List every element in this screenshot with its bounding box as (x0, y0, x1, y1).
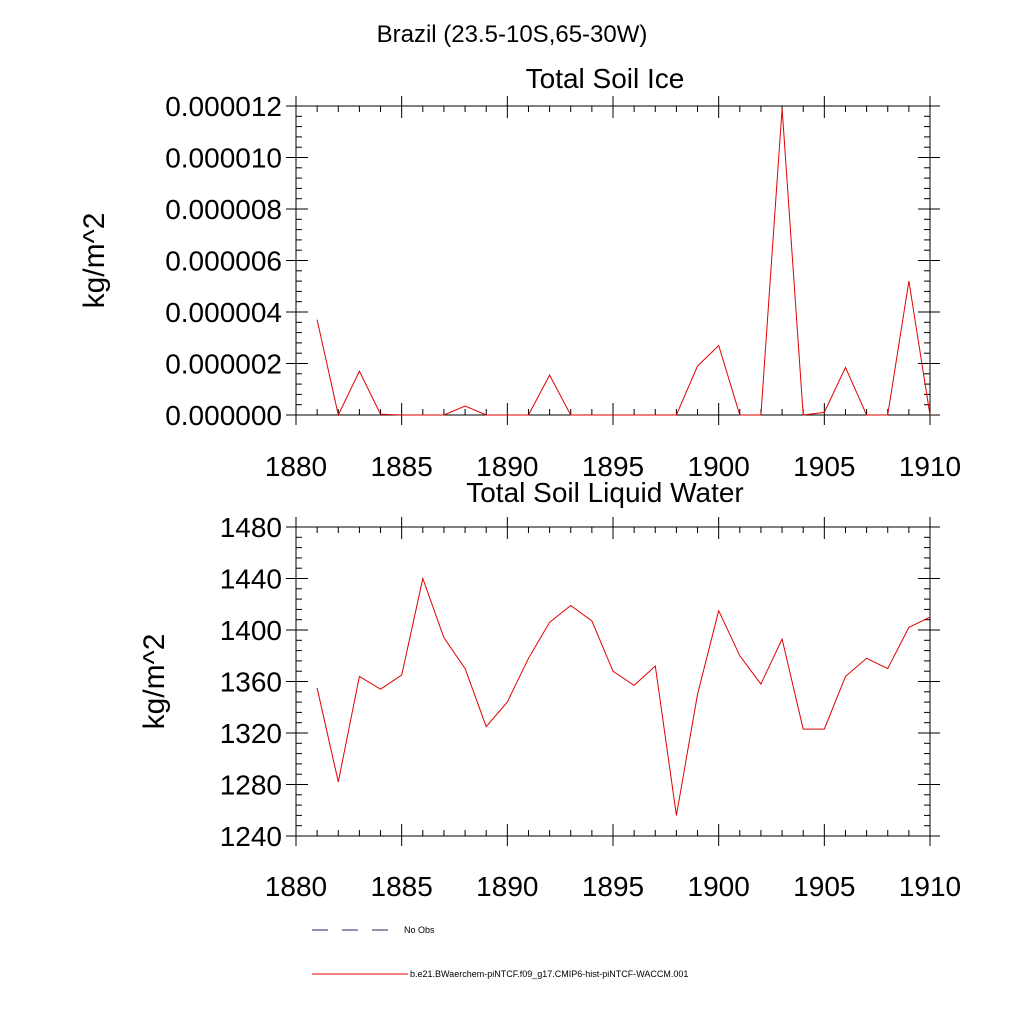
x-tick-label: 1885 (371, 871, 433, 902)
series-line (316, 576, 931, 816)
x-tick-label: 1900 (688, 451, 750, 482)
y-tick-label: 1480 (220, 512, 282, 543)
legend-label-1: No Obs (404, 925, 435, 935)
x-tick-label: 1900 (688, 871, 750, 902)
x-tick-label: 1880 (265, 451, 327, 482)
x-tick-label: 1885 (371, 451, 433, 482)
x-tick-label: 1895 (582, 871, 644, 902)
panel-title: Total Soil Ice (526, 63, 685, 94)
x-tick-label: 1905 (793, 451, 855, 482)
x-tick-label: 1880 (265, 871, 327, 902)
x-tick-label: 1910 (899, 451, 961, 482)
plot-frame (295, 526, 931, 837)
x-tick-label: 1895 (582, 451, 644, 482)
y-tick-label: 0.000006 (165, 246, 282, 277)
series-line (316, 108, 931, 417)
panel-title: Total Soil Liquid Water (466, 477, 744, 508)
chart-panel-2: Total Soil Liquid Water kg/m^2 1880 1885 189… (138, 477, 961, 902)
x-tick-label: 1890 (476, 451, 538, 482)
y-tick-label: 1360 (220, 667, 282, 698)
y-tick-label: 0.000010 (165, 143, 282, 174)
y-tick-label: 1400 (220, 615, 282, 646)
y-tick-label: 1280 (220, 770, 282, 801)
y-tick-label: 0.000000 (165, 400, 282, 431)
y-tick-label: 1320 (220, 718, 282, 749)
chart-panels: Total Soil Ice kg/m^2 1880 1885 1890 1895 1900… (78, 63, 961, 902)
figure-title: Brazil (23.5-10S,65-30W) (377, 21, 648, 48)
chart-panel-1: Total Soil Ice kg/m^2 1880 1885 1890 1895 1900… (78, 63, 961, 482)
y-tick-label: 0.000008 (165, 194, 282, 225)
y-tick-label: 0.000012 (165, 91, 282, 122)
legend-label-2: b.e21.BWaerchem-piNTCF.f09_g17.CMIP6-his… (410, 969, 688, 979)
y-tick-label: 0.000004 (165, 297, 282, 328)
legend: No Obs b.e21.BWaerchem-piNTCF.f09_g17.CMI… (312, 925, 688, 979)
x-tick-label: 1910 (899, 871, 961, 902)
y-axis-label: kg/m^2 (78, 213, 111, 309)
x-tick-label: 1890 (476, 871, 538, 902)
y-tick-label: 1440 (220, 564, 282, 595)
plot-frame (295, 105, 931, 416)
y-axis-label: kg/m^2 (138, 634, 171, 730)
y-tick-label: 0.000002 (165, 349, 282, 380)
x-tick-label: 1905 (793, 871, 855, 902)
y-tick-label: 1240 (220, 821, 282, 852)
